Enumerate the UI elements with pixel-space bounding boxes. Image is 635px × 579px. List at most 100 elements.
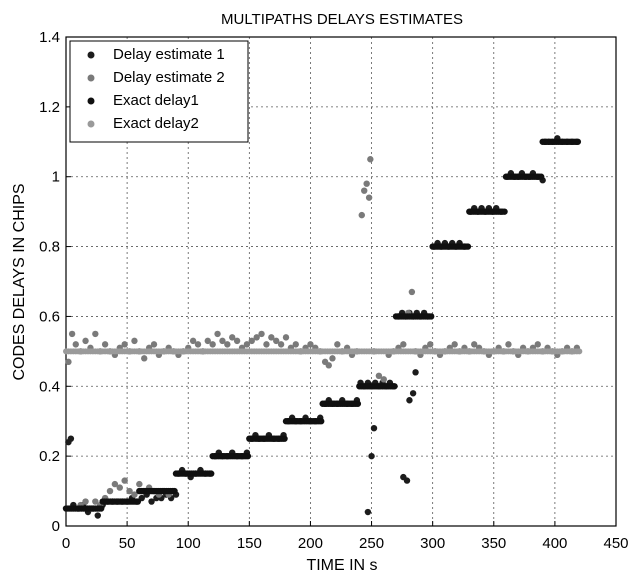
legend-marker — [87, 51, 95, 59]
delay-estimate-2-point — [408, 288, 416, 296]
delay-estimate-2-point — [72, 341, 79, 348]
x-axis-label: TIME IN s — [306, 557, 377, 574]
delay-estimate-2-point — [307, 341, 314, 348]
delay-estimate-2-point — [136, 480, 143, 488]
delay-estimate-2-point — [253, 334, 260, 341]
exact-delay-1-point — [318, 418, 325, 425]
y-tick-label: 0 — [52, 518, 60, 535]
delay-estimate-1-point — [67, 435, 75, 442]
delay-estimate-2-point — [358, 211, 365, 219]
y-tick-label: 0.8 — [39, 239, 60, 256]
exact-delay-1-point — [574, 138, 582, 145]
x-tick-label: 300 — [420, 535, 445, 552]
exact-delay-1-point — [501, 208, 508, 215]
legend-marker — [87, 74, 95, 82]
exact-delay-1-point — [244, 452, 252, 460]
delay-estimate-2-point — [367, 156, 374, 163]
delay-estimate-2-point — [82, 498, 89, 505]
exact-delay-1-point — [464, 243, 472, 250]
delay-estimate-2-point — [334, 341, 341, 348]
y-tick-label: 0.4 — [39, 378, 60, 395]
delay-estimate-1-point — [94, 512, 101, 519]
delay-estimate-2-point — [214, 330, 221, 338]
delay-estimate-2-point — [380, 376, 387, 383]
delay-estimate-2-point — [121, 341, 128, 348]
x-tick-label: 450 — [603, 535, 628, 552]
series-3 — [62, 138, 582, 512]
exact-delay-1-point — [428, 313, 435, 320]
delay-estimate-2-point — [65, 358, 72, 366]
x-tick-label: 200 — [298, 535, 323, 552]
legend-marker — [87, 97, 95, 105]
delay-estimate-1-point — [406, 397, 413, 404]
delay-estimate-2-point — [111, 480, 119, 488]
delay-estimate-2-point — [150, 341, 158, 348]
y-tick-label: 0.6 — [39, 308, 60, 325]
delay-estimate-2-point — [219, 337, 226, 345]
delay-estimate-1-point — [409, 390, 417, 397]
legend-label: Delay estimate 1 — [113, 46, 225, 63]
series-1 — [65, 135, 581, 519]
delay-estimate-2-point — [329, 355, 336, 362]
delay-estimate-2-point — [82, 337, 89, 345]
exact-delay-1-point — [538, 173, 545, 180]
chart-title: MULTIPATHS DELAYS ESTIMATES — [221, 11, 463, 28]
delay-estimate-2-point — [233, 337, 241, 345]
delay-estimate-2-point — [361, 187, 368, 194]
exact-delay-1-point — [281, 435, 288, 442]
delay-estimate-2-point — [375, 372, 383, 380]
x-tick-label: 400 — [542, 535, 567, 552]
delay-estimate-2-point — [116, 484, 123, 491]
x-tick-label: 250 — [359, 535, 384, 552]
exact-delay-1-point — [391, 383, 398, 390]
delay-estimate-1-point — [148, 498, 155, 505]
legend-label: Exact delay1 — [113, 92, 199, 109]
delay-estimate-2-point — [365, 194, 373, 201]
exact-delay-1-point — [134, 498, 142, 505]
delay-estimate-2-point — [282, 334, 290, 341]
delay-estimate-2-point — [209, 341, 216, 348]
delay-estimate-2-point — [451, 341, 458, 348]
delay-estimate-2-point — [273, 337, 280, 345]
delay-estimate-2-point — [121, 477, 128, 484]
delay-estimate-1-point — [364, 508, 372, 516]
delay-estimate-2-point — [68, 330, 76, 338]
y-tick-label: 1.2 — [39, 99, 60, 116]
series-4 — [63, 348, 583, 355]
y-tick-label: 1.4 — [39, 29, 60, 46]
y-axis-label: CODES DELAYS IN CHIPS — [11, 183, 28, 380]
delay-estimate-2-point — [141, 355, 148, 362]
delay-estimate-2-point — [106, 487, 114, 495]
delay-estimate-2-point — [268, 334, 275, 341]
delay-estimate-2-point — [194, 341, 202, 348]
legend: Delay estimate 1 Delay estimate 2 Exact de… — [69, 40, 249, 143]
exact-delay-1-point — [171, 487, 178, 495]
delay-estimate-2-point — [126, 487, 133, 495]
delay-estimate-2-point — [325, 362, 332, 369]
y-tick-label: 0.2 — [39, 448, 60, 465]
delay-estimate-2-point — [229, 334, 236, 341]
delay-estimate-2-point — [363, 180, 370, 187]
delay-estimate-2-point — [534, 341, 541, 348]
delay-estimate-2-point — [400, 341, 407, 348]
delay-estimate-2-point — [471, 341, 478, 348]
delay-estimate-2-point — [292, 341, 299, 348]
x-tick-label: 350 — [481, 535, 506, 552]
delay-estimate-2-point — [258, 330, 265, 338]
axes-box — [65, 36, 617, 527]
legend-label: Exact delay2 — [113, 115, 199, 132]
delay-estimate-1-point — [368, 452, 375, 460]
delay-estimate-2-point — [248, 337, 255, 345]
delay-estimate-2-point — [277, 341, 285, 348]
x-tick-label: 150 — [237, 535, 262, 552]
delay-estimate-2-point — [224, 341, 231, 348]
delay-estimate-2-point — [92, 498, 99, 505]
delay-estimate-2-point — [131, 491, 138, 498]
legend-box — [69, 40, 249, 143]
legend-label: Delay estimate 2 — [113, 69, 225, 86]
delay-estimate-1-point — [412, 369, 419, 376]
delay-estimate-2-point — [131, 337, 138, 345]
exact-delay-1-point — [208, 470, 215, 477]
